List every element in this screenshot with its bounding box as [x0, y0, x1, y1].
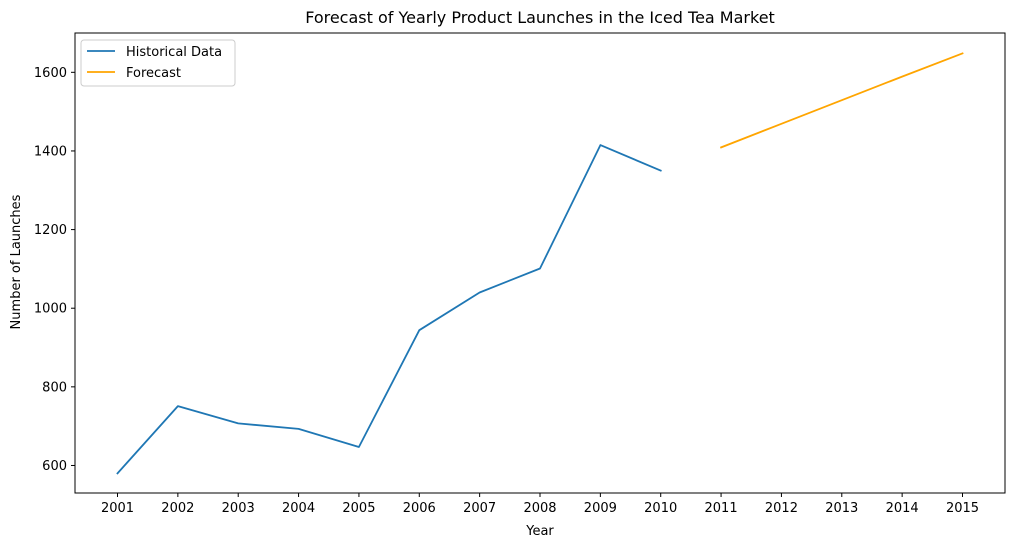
y-axis-label: Number of Launches [9, 194, 24, 329]
x-tick-label: 2008 [523, 501, 556, 516]
y-tick-label: 800 [42, 380, 67, 395]
legend-box [80, 39, 236, 87]
chart-title: Forecast of Yearly Product Launches in t… [305, 8, 775, 27]
x-tick-label: 2005 [342, 501, 375, 516]
x-tick-label: 2015 [946, 501, 979, 516]
x-axis-label: Year [525, 524, 554, 539]
x-tick-label: 2010 [644, 501, 677, 516]
legend-label-1: Forecast [126, 66, 181, 81]
x-tick-label: 2006 [403, 501, 436, 516]
x-tick-label: 2002 [161, 501, 194, 516]
x-tick-label: 2013 [825, 501, 858, 516]
x-tick-label: 2009 [584, 501, 617, 516]
series-line-1 [719, 52, 964, 149]
legend: Historical Data Forecast [80, 39, 236, 87]
plot-frame [74, 32, 1006, 494]
x-tick-label: 2011 [705, 501, 738, 516]
series-line-0 [116, 144, 662, 475]
legend-label-0: Historical Data [126, 45, 222, 60]
y-tick-label: 1600 [34, 66, 67, 81]
x-axis: 2001 2002 2003 2004 2005 2006 2007 2008 2009 2010… [101, 493, 979, 516]
plot-area [74, 32, 1006, 494]
x-tick-label: 2014 [886, 501, 919, 516]
x-tick-label: 2007 [463, 501, 496, 516]
x-tick-label: 2003 [222, 501, 255, 516]
y-tick-label: 1000 [34, 302, 67, 317]
y-tick-label: 1200 [34, 223, 67, 238]
y-tick-label: 600 [42, 459, 67, 474]
x-tick-label: 2012 [765, 501, 798, 516]
y-tick-label: 1400 [34, 144, 67, 159]
x-tick-label: 2001 [101, 501, 134, 516]
x-tick-label: 2004 [282, 501, 315, 516]
y-axis: 600 800 1000 1200 1400 1600 [34, 66, 75, 474]
